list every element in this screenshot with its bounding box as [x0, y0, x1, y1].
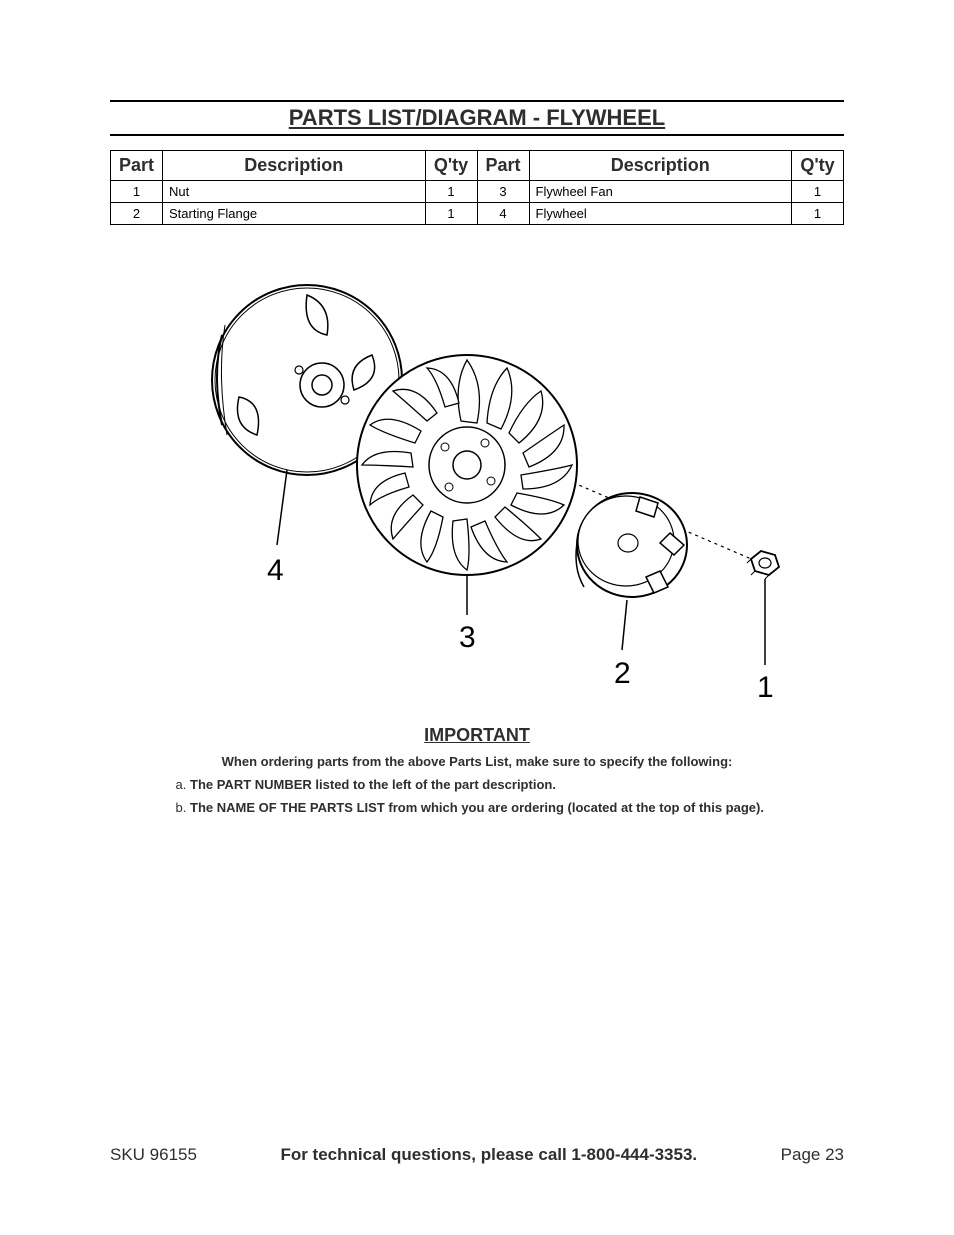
- important-heading: IMPORTANT: [110, 725, 844, 746]
- cell-part: 1: [111, 181, 163, 203]
- list-item: The NAME OF THE PARTS LIST from which yo…: [190, 800, 844, 815]
- nut-icon: [747, 551, 779, 579]
- callout-1: 1: [757, 671, 774, 704]
- footer-page: Page 23: [781, 1145, 844, 1165]
- page: PARTS LIST/DIAGRAM - FLYWHEEL Part Descr…: [0, 0, 954, 1235]
- cell-qty: 1: [792, 203, 844, 225]
- col-header-desc: Description: [163, 151, 426, 181]
- important-intro: When ordering parts from the above Parts…: [110, 754, 844, 769]
- parts-table: Part Description Q'ty Part Description Q…: [110, 150, 844, 225]
- table-row: 2 Starting Flange 1 4 Flywheel 1: [111, 203, 844, 225]
- cell-part: 2: [111, 203, 163, 225]
- list-item-text: The NAME OF THE PARTS LIST from which yo…: [190, 800, 764, 815]
- list-item-text: The PART NUMBER listed to the left of th…: [190, 777, 556, 792]
- col-header-desc: Description: [529, 151, 792, 181]
- cell-qty: 1: [792, 181, 844, 203]
- flywheel-fan-icon: [357, 355, 577, 575]
- col-header-qty: Q'ty: [425, 151, 477, 181]
- cell-desc: Nut: [163, 181, 426, 203]
- col-header-part: Part: [111, 151, 163, 181]
- page-title: PARTS LIST/DIAGRAM - FLYWHEEL: [110, 100, 844, 136]
- footer-sku: SKU 96155: [110, 1145, 197, 1165]
- callout-2: 2: [614, 657, 631, 690]
- cell-qty: 1: [425, 203, 477, 225]
- cell-desc: Starting Flange: [163, 203, 426, 225]
- list-item: The PART NUMBER listed to the left of th…: [190, 777, 844, 792]
- cell-qty: 1: [425, 181, 477, 203]
- important-list: The PART NUMBER listed to the left of th…: [110, 777, 844, 815]
- diagram-svg: 4: [167, 265, 787, 705]
- callout-3: 3: [459, 621, 476, 654]
- col-header-part: Part: [477, 151, 529, 181]
- table-row: 1 Nut 1 3 Flywheel Fan 1: [111, 181, 844, 203]
- table-header-row: Part Description Q'ty Part Description Q…: [111, 151, 844, 181]
- callout-4: 4: [267, 554, 284, 587]
- exploded-diagram: 4: [167, 265, 787, 705]
- cell-desc: Flywheel Fan: [529, 181, 792, 203]
- page-footer: SKU 96155 For technical questions, pleas…: [110, 1145, 844, 1165]
- col-header-qty: Q'ty: [792, 151, 844, 181]
- cell-part: 3: [477, 181, 529, 203]
- cell-part: 4: [477, 203, 529, 225]
- cell-desc: Flywheel: [529, 203, 792, 225]
- footer-phone: For technical questions, please call 1-8…: [280, 1145, 697, 1165]
- starting-flange-icon: [576, 493, 687, 597]
